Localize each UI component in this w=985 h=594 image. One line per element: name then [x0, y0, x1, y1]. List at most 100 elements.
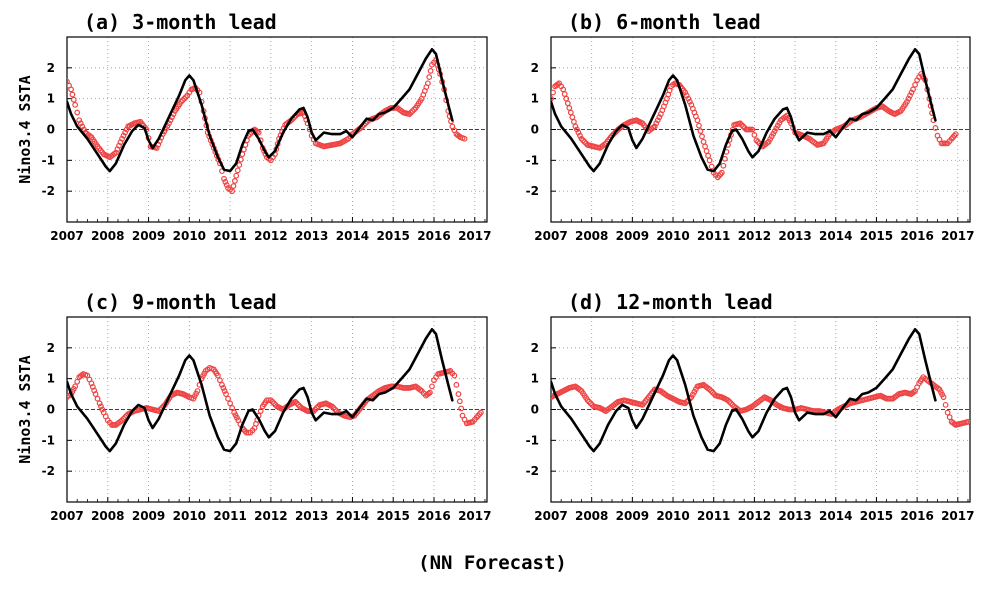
x-tick-label: 2013: [295, 229, 328, 243]
forecast-point: [76, 117, 83, 124]
panel-title: (c) 9-month lead: [84, 290, 277, 314]
forecast-point: [245, 429, 252, 436]
x-tick-label: 2015: [377, 229, 410, 243]
x-tick-label: 2017: [941, 509, 974, 523]
forecast-point: [229, 405, 236, 411]
forecast-point: [728, 400, 734, 407]
forecast-point: [269, 398, 276, 405]
forecast-point: [257, 408, 264, 414]
forecast-point: [451, 372, 458, 379]
panel-3: 2007 2008 2009 2010 2011 2012 2013 2014 2015 2016…: [16, 290, 491, 523]
forecast-point: [99, 406, 106, 413]
forecast-point: [718, 169, 725, 176]
forecast-point: [119, 135, 125, 142]
x-tick-label: 2013: [778, 229, 811, 243]
forecast-point: [427, 389, 433, 396]
forecast-point: [409, 108, 416, 114]
forecast-point: [706, 386, 713, 393]
plot-area: [67, 48, 468, 195]
forecast-point: [455, 391, 462, 397]
forecast-point: [575, 129, 582, 136]
forecast-point: [682, 400, 689, 407]
x-tick-label: 2011: [697, 229, 730, 243]
forecast-point: [98, 403, 104, 410]
y-tick-label: 0: [531, 403, 539, 417]
forecast-point: [703, 148, 710, 154]
x-tick-label: 2008: [91, 509, 124, 523]
forecast-point: [720, 162, 727, 169]
forecast-point: [705, 152, 712, 159]
forecast-point: [221, 388, 228, 394]
forecast-point: [178, 98, 185, 105]
forecast-point: [749, 126, 756, 133]
x-tick-label: 2009: [132, 509, 165, 523]
forecast-point: [230, 183, 237, 189]
forecast-point: [219, 381, 225, 388]
forecast-point: [233, 172, 240, 179]
x-tick-label: 2016: [900, 509, 933, 523]
forecast-point: [456, 398, 463, 405]
forecast-point: [477, 409, 484, 416]
forecast-point: [683, 92, 690, 99]
forecast-point: [952, 131, 959, 138]
y-tick-label: 0: [47, 123, 55, 137]
y-tick-label: -1: [42, 433, 55, 447]
forecast-point: [255, 129, 262, 136]
x-tick-label: 2010: [656, 509, 689, 523]
forecast-point: [946, 414, 953, 421]
forecast-point: [725, 397, 731, 404]
observed-line: [67, 328, 454, 453]
forecast-point: [932, 125, 939, 131]
panel-2: 2007 2008 2009 2010 2011 2012 2013 2014 2015 2016…: [526, 10, 975, 243]
forecast-point: [740, 123, 747, 130]
forecast-point: [753, 137, 760, 144]
x-tick-label: 2009: [616, 229, 649, 243]
forecast-point: [699, 133, 705, 140]
y-tick-label: 1: [531, 372, 539, 386]
forecast-point: [427, 68, 434, 74]
forecast-point: [292, 398, 299, 405]
y-tick-label: 1: [47, 372, 55, 386]
forecast-point: [697, 128, 704, 134]
forecast-point: [72, 383, 79, 390]
forecast-point: [708, 163, 715, 170]
forecast-point: [179, 97, 186, 104]
x-tick-label: 2012: [738, 229, 771, 243]
x-tick-label: 2011: [697, 509, 730, 523]
forecast-point: [94, 395, 101, 402]
x-tick-label: 2016: [900, 229, 933, 243]
forecast-point: [312, 406, 319, 413]
x-tick-label: 2017: [458, 229, 491, 243]
forecast-point: [70, 96, 77, 103]
x-tick-label: 2017: [941, 229, 974, 243]
y-tick-label: -2: [526, 464, 539, 478]
y-tick-label: -1: [526, 433, 539, 447]
forecast-point: [586, 398, 593, 405]
x-tick-label: 2016: [417, 229, 450, 243]
forecast-point: [68, 86, 74, 93]
y-axis-label: Nino3.4 SSTA: [16, 355, 34, 463]
forecast-point: [271, 400, 277, 407]
forecast-point: [461, 135, 468, 142]
forecast-point: [74, 378, 81, 385]
forecast-point: [406, 111, 413, 117]
forecast-point: [905, 95, 912, 102]
forecast-point: [737, 120, 744, 127]
forecast-point: [564, 100, 571, 107]
y-tick-label: -1: [526, 153, 539, 167]
forecast-point: [79, 123, 86, 130]
forecast-point: [580, 137, 586, 144]
forecast-point: [908, 89, 915, 96]
forecast-point: [77, 120, 84, 127]
forecast-point: [578, 135, 585, 142]
forecast-point: [313, 405, 320, 411]
forecast-series: [551, 71, 959, 181]
forecast-point: [92, 391, 99, 397]
plot-area: [67, 328, 484, 453]
forecast-point: [574, 126, 580, 133]
forecast-point: [944, 409, 951, 416]
forecast-point: [685, 95, 692, 102]
forecast-point: [904, 98, 910, 105]
x-tick-label: 2012: [254, 229, 287, 243]
x-tick-label: 2016: [417, 509, 450, 523]
